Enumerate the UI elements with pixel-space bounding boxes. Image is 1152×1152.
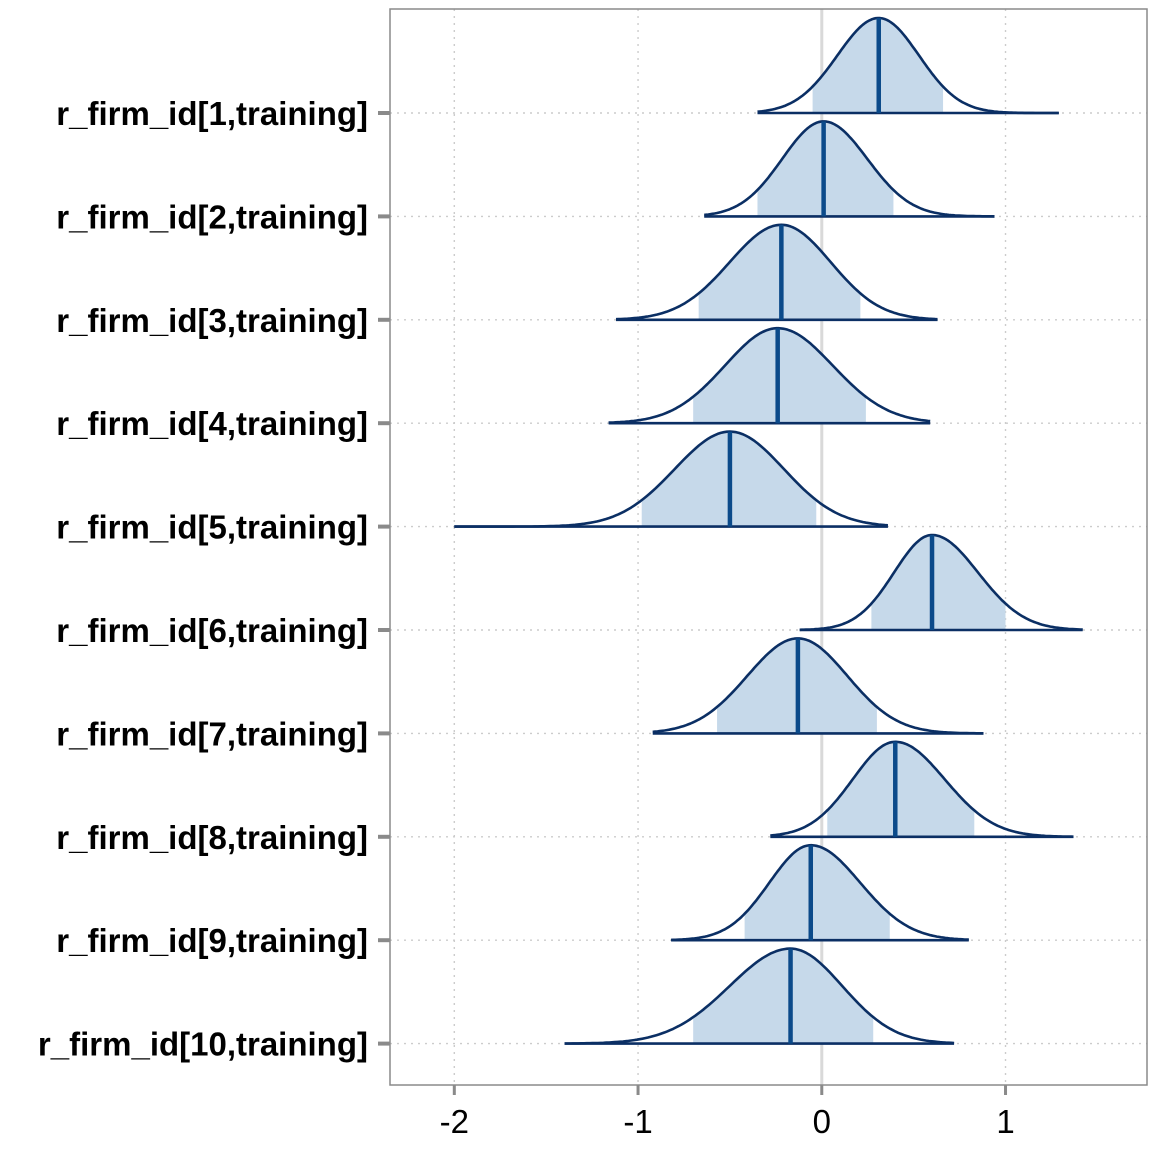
ridge-interval-fill-6 (871, 535, 1006, 630)
ridge-outline-3 (615, 223, 938, 321)
ridge-outline-5 (454, 430, 888, 528)
y-tick-label-1: r_firm_id[1,training] (56, 95, 368, 132)
ridge-outline-2 (704, 120, 995, 218)
y-tick-label-10: r_firm_id[10,training] (38, 1026, 368, 1063)
x-tick-label-3: 1 (996, 1103, 1014, 1140)
y-tick-label-7: r_firm_id[7,training] (56, 715, 368, 752)
y-tick-label-4: r_firm_id[4,training] (56, 405, 368, 442)
ridge-outline-9 (671, 843, 969, 942)
ridge-outline-4 (608, 326, 931, 424)
y-tick-label-9: r_firm_id[9,training] (56, 922, 368, 959)
plot-frame (389, 8, 1148, 1086)
y-tick-label-8: r_firm_id[8,training] (56, 819, 368, 856)
y-tick-label-2: r_firm_id[2,training] (56, 198, 368, 235)
y-tick-label-5: r_firm_id[5,training] (56, 509, 368, 546)
y-tick-label-6: r_firm_id[6,training] (56, 612, 368, 649)
y-tick-label-3: r_firm_id[3,training] (56, 302, 368, 339)
ridge-outline-7 (652, 637, 984, 735)
ridge-outline-6 (799, 533, 1083, 632)
ridge-outline-10 (564, 947, 955, 1045)
ridge-outline-8 (770, 740, 1074, 838)
ridge-outline-1 (757, 16, 1059, 115)
x-tick-label-2: 0 (813, 1103, 831, 1140)
x-tick-label-0: -2 (440, 1103, 469, 1140)
x-tick-label-1: -1 (623, 1103, 652, 1140)
